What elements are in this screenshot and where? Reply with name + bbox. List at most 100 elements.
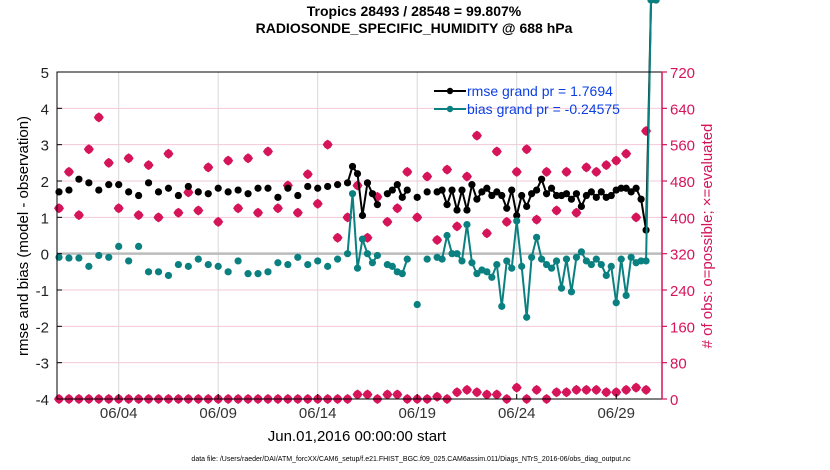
y-tick-label-right: 720 (670, 65, 695, 82)
legend-bias-marker (446, 105, 454, 113)
bias-point (612, 299, 620, 307)
obs_possible-point (491, 146, 502, 157)
rmse-point (413, 193, 421, 201)
obs_possible-point (591, 166, 602, 177)
rmse-point (468, 181, 476, 189)
y-tick-label-left: 3 (41, 138, 49, 155)
obs_possible-point (461, 171, 472, 182)
bias-point (135, 242, 143, 250)
obs_possible-point (83, 144, 94, 155)
rmse-segment (361, 182, 369, 216)
rmse-point (334, 181, 342, 189)
rmse-point (304, 182, 312, 191)
y-tick-label-left: 5 (41, 65, 49, 82)
rmse-point (622, 184, 630, 192)
rmse-point (55, 188, 63, 196)
plot-frame (56, 71, 663, 400)
bias-point (85, 262, 93, 270)
rmse-point (154, 188, 163, 196)
obs_possible-point (123, 153, 134, 164)
rmse-point (463, 206, 471, 214)
obs_possible-point (511, 166, 522, 177)
bias-segment (510, 220, 518, 269)
y-tick-label-right: 480 (670, 174, 695, 191)
bias-point (453, 250, 461, 258)
rmse-point (264, 184, 272, 192)
bias-point (348, 190, 357, 198)
x-tick-label: 06/29 (597, 405, 635, 422)
obs_evaluated-point (531, 384, 542, 395)
bias-point (184, 262, 192, 270)
rmse-point (244, 190, 252, 198)
rmse-point (587, 188, 595, 196)
bias-point (637, 257, 645, 265)
obs_possible-point (183, 187, 194, 198)
y-tick-label-right: 240 (670, 283, 695, 300)
bias-point (324, 262, 332, 270)
rmse-point (577, 202, 585, 211)
obs_possible-point (422, 171, 433, 182)
rmse-point (353, 170, 362, 178)
bias-point (528, 253, 536, 261)
obs_possible-point (253, 207, 264, 218)
bias-point (154, 268, 163, 276)
obs_evaluated-point (591, 384, 602, 395)
bias-point (443, 231, 451, 240)
y-tick-label-left: -1 (36, 283, 49, 300)
rmse-point (358, 211, 367, 220)
rmse-point (368, 190, 377, 198)
obs_evaluated-point (382, 389, 393, 400)
bias-segment (495, 264, 503, 307)
obs_possible-point (163, 148, 174, 159)
y-tick-label-left: 1 (41, 210, 49, 227)
bias-point (164, 271, 173, 280)
bias-point (493, 260, 501, 269)
rmse-point (194, 188, 202, 196)
y-tick-label-left: -2 (36, 319, 49, 336)
bias-point (508, 264, 516, 272)
bias-point (448, 250, 456, 258)
rmse-point (204, 190, 212, 198)
y-tick-label-left: 2 (41, 174, 49, 191)
rmse-point (513, 211, 521, 220)
rmse-point (184, 182, 192, 191)
rmse-point (224, 188, 232, 196)
obs_possible-point (113, 203, 124, 214)
y-tick-label-left: 4 (41, 101, 49, 118)
obs_possible-point (481, 228, 492, 239)
obs_evaluated-point (641, 384, 652, 395)
obs_evaluated-point (461, 384, 472, 395)
bias-segment (555, 260, 563, 289)
bias-point (224, 268, 232, 276)
rmse-point (518, 191, 526, 200)
bias-segment (645, 0, 653, 261)
y-tick-label-right: 0 (670, 392, 678, 409)
x-axis-label: Jun.01,2016 00:00:00 start (268, 428, 447, 445)
bias-point (423, 255, 431, 263)
y-tick-label-right: 560 (670, 138, 695, 155)
bias-segment (625, 257, 633, 296)
obs_possible-point (382, 216, 393, 227)
obs_possible-point (621, 148, 632, 159)
rmse-segment (356, 173, 364, 216)
bias-point (468, 259, 476, 267)
bias-segment (500, 260, 508, 307)
obs_possible-point (332, 232, 343, 243)
obs_possible-point (233, 203, 244, 214)
bias-point (607, 262, 615, 270)
rmse-point (478, 188, 486, 196)
data-file-footer: data file: /Users/raeder/DAI/ATM_forcXX/… (191, 456, 631, 463)
obs_possible-point (601, 160, 612, 171)
obs_evaluated-point (432, 391, 443, 402)
rmse-point (174, 191, 183, 200)
bias-point (483, 268, 491, 276)
rmse-point (498, 191, 506, 200)
obs_evaluated-point (511, 382, 522, 393)
rmse-point (393, 181, 401, 189)
rmse-point (398, 193, 406, 201)
rmse-point (582, 191, 590, 200)
rmse-point (383, 190, 391, 198)
bias-point (373, 251, 382, 260)
bias-point (572, 253, 581, 261)
